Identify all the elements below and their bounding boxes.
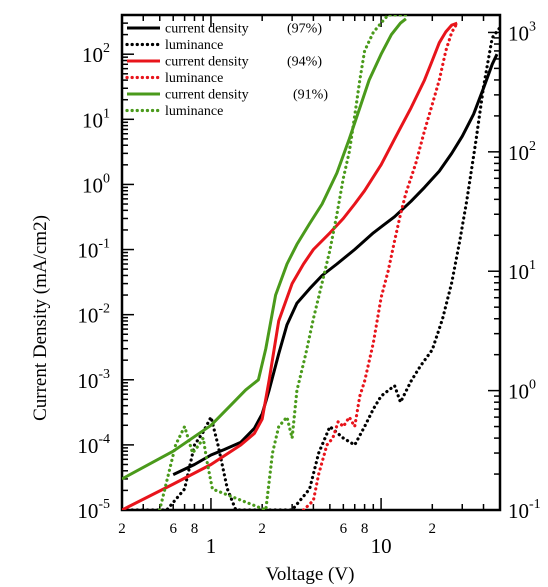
y2-tick-exponent: 3 — [529, 19, 536, 34]
x-minor-tick-label: 6 — [169, 521, 177, 537]
x-axis-title: Voltage (V) — [266, 564, 355, 585]
y2-tick-exponent: -1 — [529, 497, 541, 512]
y-tick-base: 10 — [82, 43, 103, 67]
y-tick-exponent: 0 — [103, 171, 110, 186]
y-tick-label: 10-3 — [77, 367, 110, 393]
plot-area-border — [120, 13, 502, 512]
y-tick-exponent: 1 — [103, 106, 110, 121]
series-line-current-density-94-2 — [122, 21, 458, 510]
series-line-luminance-lum-5 — [158, 15, 408, 510]
y-tick-base: 10 — [77, 304, 98, 328]
y-tick-label: 102 — [82, 41, 110, 67]
y2-tick-base: 10 — [508, 380, 529, 404]
y2-tick-exponent: 0 — [529, 378, 536, 393]
y2-tick-base: 10 — [508, 21, 529, 45]
y-tick-label: 10-4 — [77, 432, 110, 458]
x-tick-label: 1 — [206, 534, 217, 558]
y2-tick-base: 10 — [508, 141, 529, 165]
series-line-current-density-97-0 — [172, 53, 499, 476]
legend-percent: (91%) — [293, 88, 328, 103]
y2-tick-label: 101 — [508, 258, 536, 284]
y-tick-label: 10-5 — [77, 497, 110, 523]
y-tick-base: 10 — [77, 369, 98, 393]
x-minor-tick-label: 2 — [429, 521, 437, 537]
y-tick-label: 100 — [82, 171, 110, 197]
x-minor-tick-label: 2 — [118, 521, 126, 537]
y-tick-exponent: -3 — [98, 367, 110, 382]
y-tick-exponent: -2 — [98, 302, 110, 317]
y2-tick-label: 103 — [508, 19, 536, 45]
y-tick-exponent: -5 — [98, 497, 110, 512]
x-tick-label: 10 — [371, 534, 392, 558]
legend-label: luminance — [165, 104, 223, 119]
y-tick-label: 10-1 — [77, 237, 110, 263]
series-line-luminance-lum-3 — [301, 21, 459, 510]
x-minor-tick-label: 8 — [191, 521, 199, 537]
legend-percent: (94%) — [287, 55, 322, 70]
y-tick-label: 10-2 — [77, 302, 110, 328]
y2-tick-label: 102 — [508, 139, 536, 165]
x-minor-tick-label: 2 — [258, 521, 266, 537]
x-minor-tick-label: 8 — [361, 521, 369, 537]
x-minor-tick-label: 6 — [340, 521, 348, 537]
y2-tick-exponent: 1 — [529, 258, 536, 273]
y-tick-base: 10 — [77, 499, 98, 523]
y-tick-base: 10 — [82, 173, 103, 197]
y2-tick-label: 100 — [508, 378, 536, 404]
y-tick-exponent: -4 — [98, 432, 110, 447]
y-tick-exponent: 2 — [103, 41, 110, 56]
legend-label: luminance — [165, 71, 223, 86]
legend-label: luminance — [165, 38, 223, 53]
series-line-current-density-91-4 — [122, 17, 407, 481]
y2-tick-label: 10-1 — [508, 497, 541, 523]
y-tick-base: 10 — [77, 239, 98, 263]
legend-percent: (97%) — [287, 22, 322, 37]
legend-label: current density — [165, 22, 249, 37]
x-axis-ticks: 1 102 6 8 2 6 8 2 — [118, 15, 501, 558]
y-tick-base: 10 — [82, 108, 103, 132]
y2-tick-base: 10 — [508, 260, 529, 284]
y-tick-exponent: -1 — [98, 237, 110, 252]
legend-label: current density — [165, 88, 249, 103]
series-line-luminance-lum-1 — [122, 25, 500, 510]
y-tick-base: 10 — [77, 434, 98, 458]
legend-label: current density — [165, 55, 249, 70]
series-layer — [122, 15, 500, 510]
y2-tick-exponent: 2 — [529, 139, 536, 154]
y2-tick-base: 10 — [508, 499, 529, 523]
plot-frame — [120, 13, 502, 512]
y-axis-title: Current Density (mA/cm2) — [30, 215, 51, 421]
y-tick-label: 101 — [82, 106, 110, 132]
